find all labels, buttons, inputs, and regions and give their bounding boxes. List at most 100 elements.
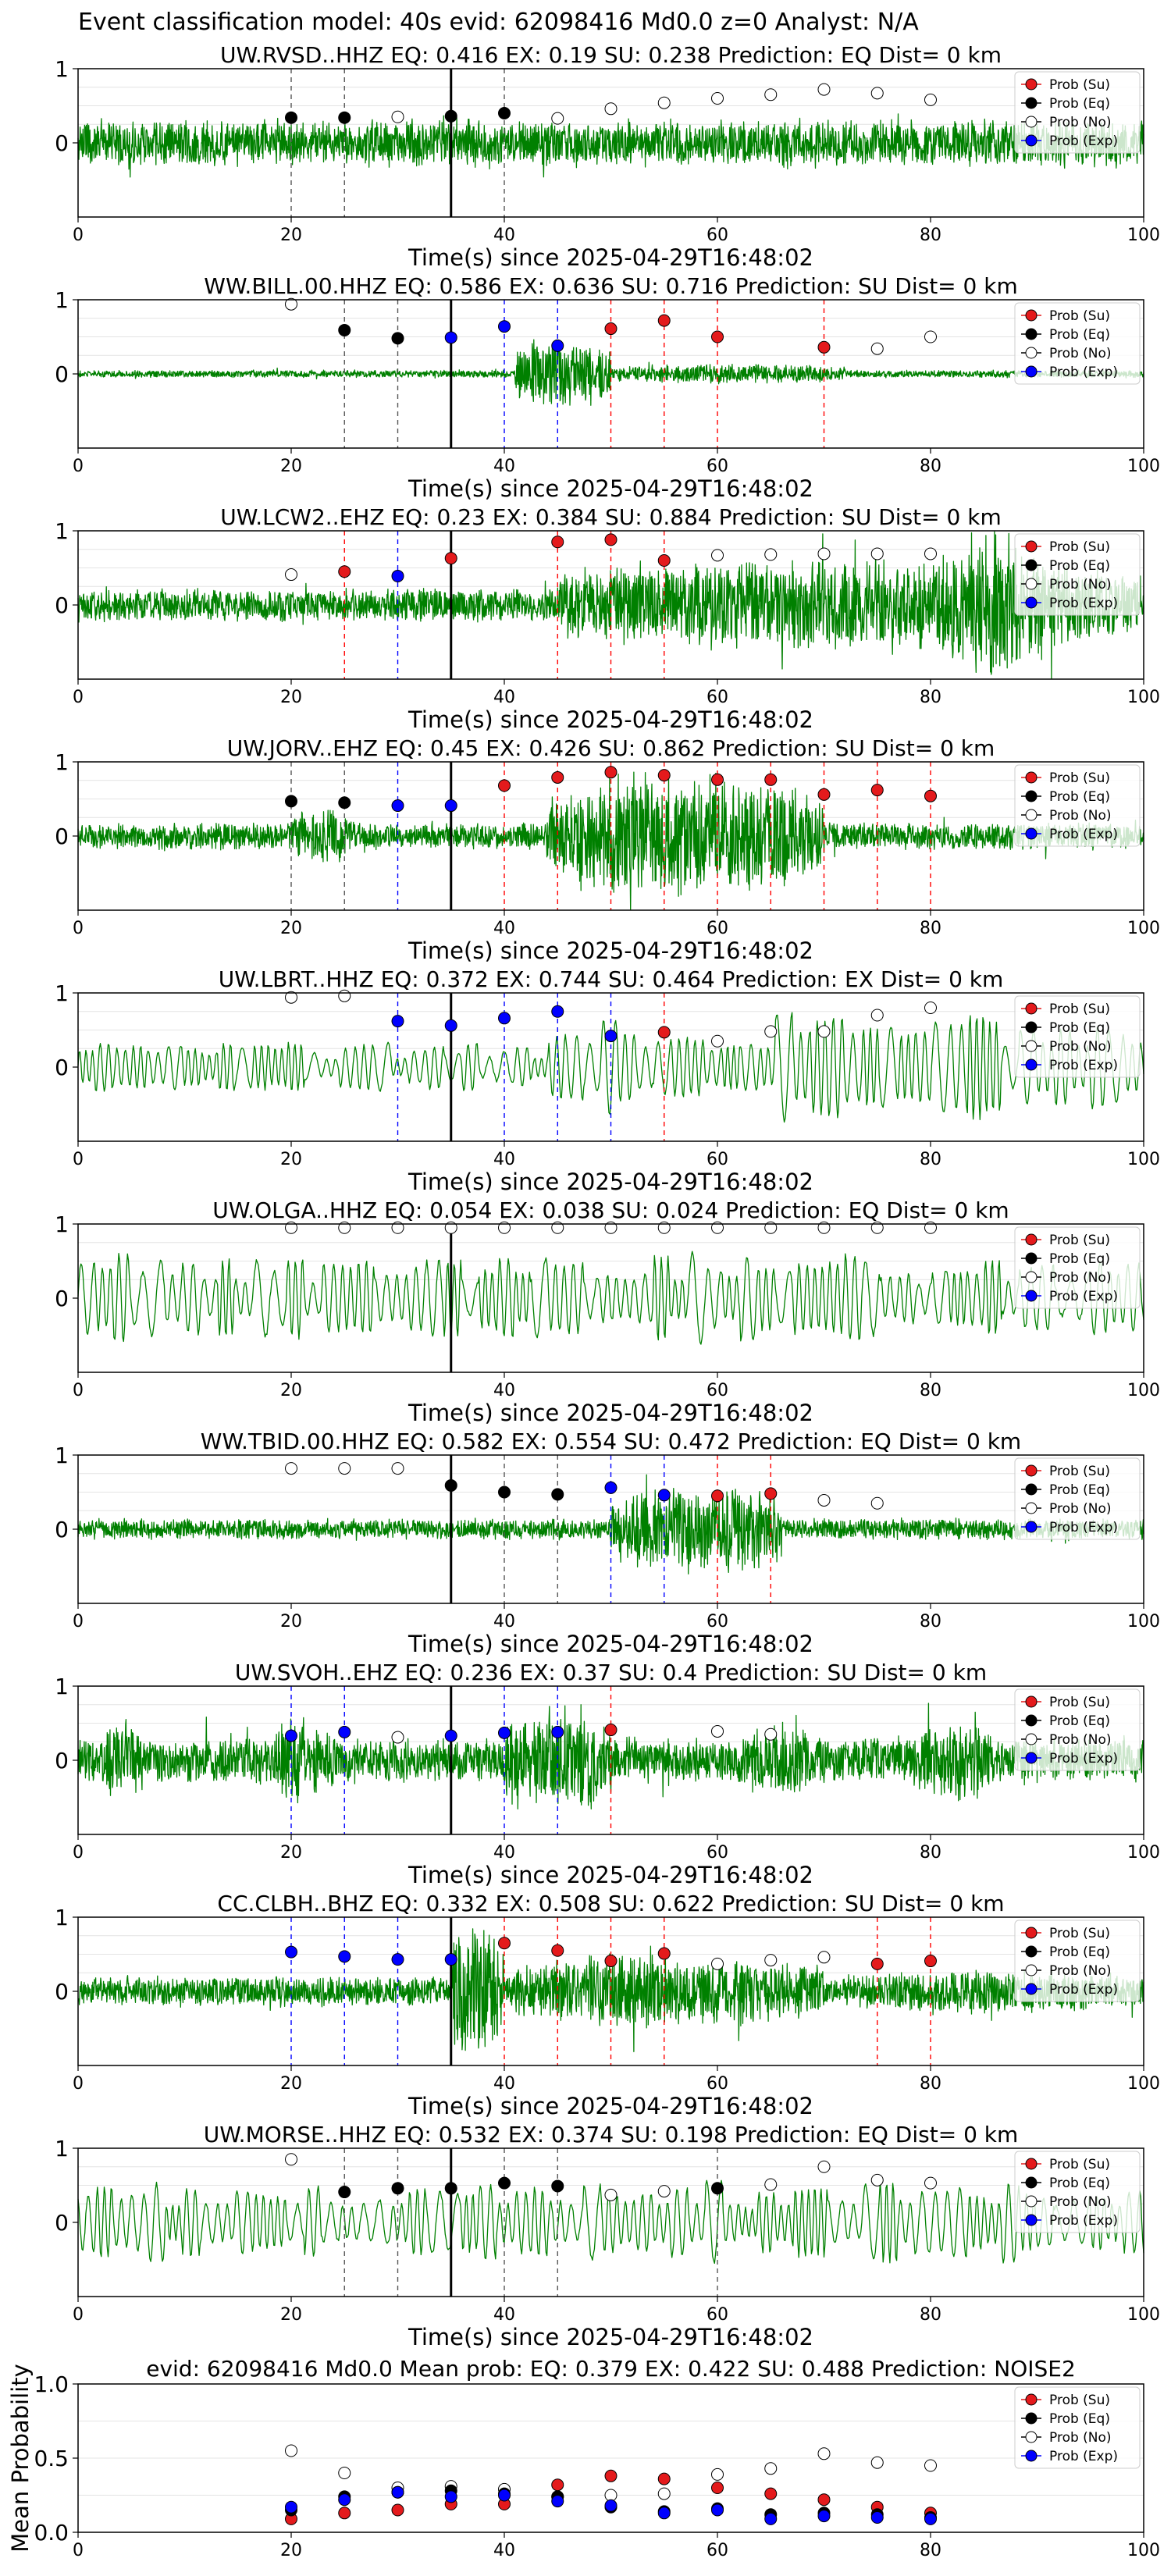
legend-swatch-eq bbox=[1025, 790, 1038, 802]
mean-prob-marker-su bbox=[391, 2503, 404, 2517]
prob-marker-no bbox=[870, 1221, 884, 1234]
x-tick-label: 80 bbox=[920, 2305, 941, 2325]
prob-marker-no bbox=[338, 1462, 351, 1475]
legend-label-exp: Prob (Exp) bbox=[1049, 133, 1118, 149]
prob-marker-eq bbox=[444, 2182, 457, 2195]
panel-title: UW.MORSE..HHZ EQ: 0.532 EX: 0.374 SU: 0.… bbox=[204, 2122, 1019, 2147]
legend: Prob (Su) Prob (Eq) Prob (No) Prob (Exp) bbox=[1014, 1688, 1141, 1771]
prob-marker-eq bbox=[338, 2186, 351, 2199]
y-tick-label: 1 bbox=[55, 1443, 69, 1468]
prob-marker-no bbox=[657, 96, 671, 109]
mean-probability-panel: evid: 62098416 Md0.0 Mean prob: EQ: 0.37… bbox=[7, 2356, 1160, 2560]
legend-frame bbox=[1014, 764, 1141, 847]
mean-prob-marker-no bbox=[870, 2456, 884, 2469]
prob-marker-no bbox=[764, 2178, 778, 2191]
prob-marker-su bbox=[338, 565, 351, 578]
y-tick-label: 1 bbox=[55, 1212, 69, 1237]
legend-label-exp: Prob (Exp) bbox=[1049, 1751, 1118, 1767]
x-tick-label: 40 bbox=[493, 688, 515, 707]
y-tick-label: 1 bbox=[55, 1905, 69, 1930]
legend-frame bbox=[1014, 71, 1141, 154]
legend-swatch-exp bbox=[1025, 1059, 1038, 1071]
legend-label-exp: Prob (Exp) bbox=[1049, 2213, 1118, 2229]
panel-title: UW.OLGA..HHZ EQ: 0.054 EX: 0.038 SU: 0.0… bbox=[212, 1197, 1009, 1223]
x-tick-label: 60 bbox=[707, 919, 728, 938]
legend-swatch-su bbox=[1025, 2393, 1038, 2406]
x-tick-label: 60 bbox=[707, 688, 728, 707]
legend-frame bbox=[1014, 1688, 1141, 1771]
mean-prob-marker-exp bbox=[285, 2500, 297, 2514]
x-tick-label: 20 bbox=[280, 2541, 302, 2560]
legend-swatch-no bbox=[1025, 1040, 1038, 1052]
x-tick-label: 100 bbox=[1127, 226, 1160, 245]
prob-marker-no bbox=[817, 1493, 831, 1507]
legend-swatch-no bbox=[1025, 347, 1038, 359]
legend-label-su: Prob (Su) bbox=[1049, 2157, 1110, 2172]
x-axis-label: Time(s) since 2025-04-29T16:48:02 bbox=[408, 2324, 813, 2350]
prob-marker-eq bbox=[498, 2176, 511, 2190]
prob-marker-eq bbox=[391, 2182, 404, 2195]
x-tick-label: 0 bbox=[73, 226, 84, 245]
prob-marker-no bbox=[711, 1957, 724, 1970]
x-tick-label: 20 bbox=[280, 2074, 302, 2094]
prob-marker-exp bbox=[604, 1030, 618, 1043]
prob-marker-no bbox=[870, 1009, 884, 1022]
x-axis-label: Time(s) since 2025-04-29T16:48:02 bbox=[408, 1169, 813, 1195]
legend-swatch-su bbox=[1025, 1464, 1038, 1477]
mean-prob-marker-exp bbox=[604, 2499, 618, 2512]
prob-marker-no bbox=[551, 112, 564, 125]
legend-frame bbox=[1014, 2386, 1141, 2469]
y-tick-label: 0 bbox=[55, 1286, 69, 1311]
x-tick-label: 40 bbox=[493, 1381, 515, 1400]
station-panel: WW.TBID.00.HHZ EQ: 0.582 EX: 0.554 SU: 0… bbox=[55, 1429, 1160, 1657]
y-tick-label: 0 bbox=[55, 1748, 69, 1774]
station-panel: UW.JORV..EHZ EQ: 0.45 EX: 0.426 SU: 0.86… bbox=[55, 735, 1160, 964]
legend-swatch-su bbox=[1025, 540, 1038, 553]
waveform-trace bbox=[77, 113, 1144, 178]
x-tick-label: 80 bbox=[920, 1612, 941, 1631]
prob-marker-no bbox=[711, 92, 724, 105]
y-tick-label: 0 bbox=[55, 2210, 69, 2236]
prob-marker-su bbox=[657, 314, 671, 327]
x-tick-label: 80 bbox=[920, 919, 941, 938]
legend-label-su: Prob (Su) bbox=[1049, 77, 1110, 93]
y-axis-label: Mean Probability bbox=[7, 2364, 34, 2553]
prob-marker-no bbox=[924, 330, 937, 343]
legend-label-exp: Prob (Exp) bbox=[1049, 365, 1118, 380]
legend-label-eq: Prob (Eq) bbox=[1049, 1482, 1110, 1498]
mean-prob-marker-exp bbox=[657, 2507, 671, 2520]
x-tick-label: 20 bbox=[280, 1381, 302, 1400]
x-tick-label: 80 bbox=[920, 688, 941, 707]
y-tick-label: 0 bbox=[55, 824, 69, 849]
x-tick-label: 20 bbox=[280, 226, 302, 245]
x-tick-label: 60 bbox=[707, 2074, 728, 2094]
legend-swatch-exp bbox=[1025, 827, 1038, 840]
prob-marker-eq bbox=[285, 111, 297, 124]
prob-marker-no bbox=[817, 1951, 831, 1964]
legend-swatch-su bbox=[1025, 309, 1038, 322]
legend-swatch-no bbox=[1025, 1502, 1038, 1514]
prob-marker-no bbox=[870, 87, 884, 100]
legend-swatch-su bbox=[1025, 771, 1038, 784]
legend-label-exp: Prob (Exp) bbox=[1049, 1982, 1118, 1998]
legend: Prob (Su) Prob (Eq) Prob (No) Prob (Exp) bbox=[1014, 1226, 1141, 1309]
legend-label-no: Prob (No) bbox=[1049, 1270, 1112, 1286]
mean-prob-marker-su bbox=[551, 2478, 564, 2492]
x-tick-label: 40 bbox=[493, 2074, 515, 2094]
legend-swatch-no bbox=[1025, 2195, 1038, 2208]
prob-marker-no bbox=[391, 110, 404, 123]
prob-marker-su bbox=[444, 552, 457, 565]
station-panel: UW.SVOH..EHZ EQ: 0.236 EX: 0.37 SU: 0.4 … bbox=[55, 1660, 1160, 1888]
x-tick-label: 0 bbox=[73, 1150, 84, 1169]
legend-swatch-eq bbox=[1025, 97, 1038, 109]
x-tick-label: 20 bbox=[280, 1150, 302, 1169]
legend: Prob (Su) Prob (Eq) Prob (No) Prob (Exp) bbox=[1014, 764, 1141, 847]
prob-marker-exp bbox=[498, 320, 511, 333]
prob-marker-exp bbox=[551, 1725, 564, 1738]
prob-marker-su bbox=[711, 773, 724, 786]
mean-prob-marker-no bbox=[817, 2447, 831, 2460]
legend-swatch-eq bbox=[1025, 1945, 1038, 1958]
legend-label-su: Prob (Su) bbox=[1049, 1464, 1110, 1479]
legend-swatch-exp bbox=[1025, 1752, 1038, 1764]
x-tick-label: 60 bbox=[707, 2305, 728, 2325]
